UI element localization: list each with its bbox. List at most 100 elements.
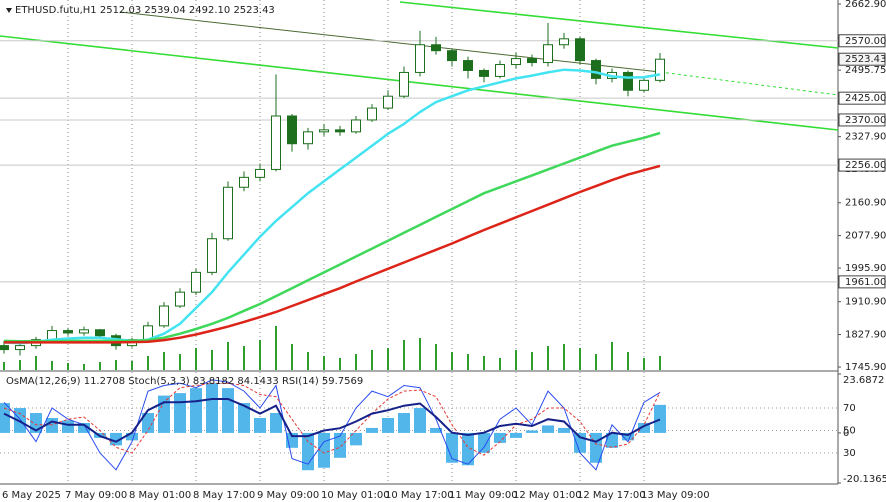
osma-bar [366,427,378,433]
y-tick-label: 1745.90 [845,362,886,373]
candle-body [63,330,73,334]
symbol-marker [6,8,12,13]
volume-bar [195,348,197,370]
candle-body [207,238,217,273]
candle-body [479,69,489,77]
level-box [838,275,886,289]
candle-body [95,329,105,337]
osma-bar [62,420,74,433]
volume-bar [371,350,373,370]
candle-body [559,38,569,46]
x-tick-label: 9 May 09:00 [257,490,319,501]
candle-body [575,38,585,62]
osma-bar [462,432,474,466]
osma-bar [494,432,506,443]
candle-body [287,115,297,145]
osma-bar [398,413,410,433]
osma-bar [238,403,250,433]
oscillator-line [3,379,661,471]
current-price-box [838,52,886,66]
osc-tick-label: 50 [843,425,856,436]
osma-bar [254,417,266,433]
osma-bar [0,403,10,433]
candle-body [223,186,233,240]
candle-body [271,115,281,170]
volume-bar [211,350,213,370]
osma-bar [558,427,570,433]
osc-tick-label: 70 [843,403,856,414]
level-box [838,113,886,127]
level-label: 1961.00 [845,277,886,288]
volume-bar [307,352,309,370]
volume-bar [3,362,5,370]
volume-bar [419,338,421,370]
current-price-label: 2523.43 [845,54,886,65]
y-tick-label: 2160.90 [845,198,886,209]
osma-bar [110,432,122,446]
candle-body [383,95,393,109]
trend-line [119,11,661,73]
candle-body [527,58,537,64]
volume-bar [323,356,325,370]
osma-bar [350,432,362,446]
x-tick-label: 13 May 09:00 [641,490,710,501]
volume-bar [659,356,661,370]
osma-bar [382,417,394,433]
candle-body [191,271,201,293]
osma-bar [478,432,490,453]
osma-bar [270,413,282,433]
candle-body [159,305,169,327]
x-tick-label: 8 May 01:00 [129,490,191,501]
osma-bar [142,413,154,433]
volume-bar [499,358,501,370]
candle-body [639,79,649,91]
volume-bar [595,354,597,370]
volume-bar [19,360,21,370]
osma-bar [174,393,186,433]
candle-body [495,64,505,77]
osma-bar [302,432,314,471]
y-tick-label: 1827.90 [845,330,886,341]
volume-bar [227,342,229,370]
moving-average [4,164,661,344]
level-label: 2256.00 [845,160,886,171]
volume-bar [451,352,453,370]
volume-bar [435,344,437,370]
volume-bar [275,326,277,370]
candle-body [0,345,9,351]
osma-bar [430,427,442,433]
osma-bar [46,417,58,433]
volume-bar [627,352,629,370]
volume-bar [259,340,261,370]
volume-bar [579,348,581,370]
level-box [838,158,886,172]
osma-bar [414,408,426,433]
volume-bar [291,344,293,370]
x-tick-label: 8 May 17:00 [193,490,255,501]
candle-body [175,291,185,307]
oscillator-line [3,382,661,456]
volume-bar [115,360,117,370]
x-tick-label: 12 May 17:00 [577,490,646,501]
osma-bar [510,432,522,438]
candle-body [655,58,665,81]
volume-bar [179,354,181,370]
candle-body [623,71,633,91]
volume-bar [643,358,645,370]
osc-y2-tick-label: 23.6872 [843,375,884,386]
osc-y2-tick-label: 0 [843,428,849,439]
osma-bar [222,388,234,433]
osma-bar [190,388,202,433]
volume-bar [339,358,341,370]
x-tick-label: 10 May 01:00 [321,490,390,501]
level-box [838,34,886,48]
osma-bar [126,432,138,441]
osma-bar [622,432,634,441]
level-label: 2370.00 [845,115,886,126]
x-tick-label: 12 May 01:00 [513,490,582,501]
volume-bar [563,344,565,370]
candle-body [255,168,265,178]
y-tick-label: 1910.90 [845,297,886,308]
candle-body [447,50,457,62]
